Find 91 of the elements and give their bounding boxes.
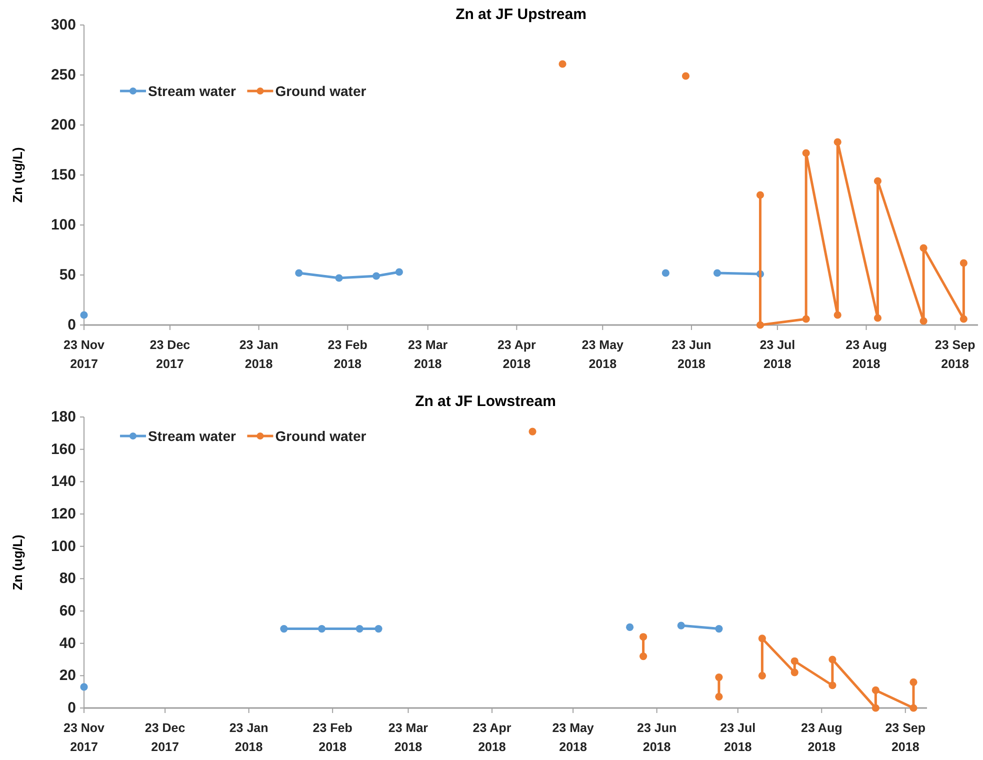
point <box>874 314 882 322</box>
point <box>80 311 88 319</box>
point <box>828 656 836 664</box>
point <box>790 668 798 676</box>
point <box>758 634 766 642</box>
point <box>920 244 928 252</box>
y-tick-label: 200 <box>50 116 76 134</box>
x-tick-label: 23 Nov 2017 <box>64 721 105 754</box>
x-tick-label: 23 Jan 2018 <box>239 338 278 371</box>
x-tick-label: 23 Dec 2017 <box>144 721 186 754</box>
y-tick-label: 120 <box>50 506 76 522</box>
point <box>558 60 566 68</box>
y-axis-title: Zn (ug/L) <box>10 147 25 203</box>
point <box>910 678 918 686</box>
point <box>662 269 670 277</box>
y-tick-label: 60 <box>59 602 76 620</box>
y-tick-label: 80 <box>59 570 76 588</box>
x-tick-label: 23 Sep 2018 <box>885 721 926 754</box>
point <box>758 672 766 680</box>
point <box>395 268 403 276</box>
point <box>318 624 326 633</box>
y-tick-label: 100 <box>50 216 76 234</box>
x-tick-label: 23 Aug 2018 <box>846 338 887 371</box>
point <box>715 692 723 700</box>
x-tick-label: 23 Aug 2018 <box>801 721 842 754</box>
y-tick-label: 250 <box>50 66 76 84</box>
x-tick-label: 23 Mar 2018 <box>408 338 448 371</box>
point <box>910 704 918 712</box>
point <box>640 652 648 660</box>
x-tick-label: 23 Dec 2017 <box>150 338 190 371</box>
y-tick-label: 0 <box>68 700 76 716</box>
point <box>874 177 882 185</box>
point <box>960 259 968 267</box>
chart-title: Zn at JF Lowstream <box>415 393 556 410</box>
point <box>295 269 303 277</box>
point <box>756 321 764 329</box>
point <box>715 673 723 682</box>
point <box>335 274 343 282</box>
y-tick-label: 0 <box>68 316 76 334</box>
point <box>372 272 380 280</box>
x-tick-label: 23 Feb 2018 <box>328 338 368 371</box>
y-tick-label: 20 <box>59 667 76 684</box>
point <box>790 657 798 665</box>
point <box>677 622 685 630</box>
x-tick-label: 23 May 2018 <box>552 721 594 754</box>
x-tick-label: 23 Jun 2018 <box>672 338 712 371</box>
point <box>756 191 764 199</box>
x-tick-label: 23 Mar 2018 <box>388 721 428 754</box>
y-tick-label: 100 <box>50 538 76 555</box>
point <box>80 683 88 691</box>
x-tick-label: 23 Jul 2018 <box>760 338 796 371</box>
point <box>374 624 382 633</box>
x-tick-label: 23 Jun 2018 <box>637 721 677 754</box>
point <box>802 149 810 157</box>
point <box>834 138 842 146</box>
point <box>713 269 722 277</box>
y-tick-label: 40 <box>59 634 76 652</box>
point <box>682 72 690 80</box>
point <box>920 317 928 325</box>
y-tick-label: 300 <box>50 16 76 34</box>
point <box>828 682 836 690</box>
legend-label: Stream water <box>148 82 236 99</box>
point <box>626 623 634 631</box>
y-tick-label: 150 <box>50 166 76 184</box>
point <box>872 704 880 712</box>
y-tick-label: 180 <box>50 408 76 426</box>
point <box>715 624 723 633</box>
x-tick-label: 23 Nov 2017 <box>64 338 105 371</box>
y-tick-label: 160 <box>50 440 76 458</box>
legend-label: Ground water <box>275 82 367 99</box>
y-tick-label: 140 <box>50 473 76 490</box>
x-tick-label: 23 Jul 2018 <box>720 721 756 754</box>
x-tick-label: 23 Jan 2018 <box>229 721 268 754</box>
point <box>280 624 288 633</box>
legend-label: Stream water <box>148 428 236 444</box>
point <box>356 624 364 633</box>
point <box>802 315 810 323</box>
point <box>960 315 968 323</box>
legend-label: Ground water <box>275 428 367 444</box>
x-tick-label: 23 Feb 2018 <box>312 721 353 754</box>
point <box>528 428 536 436</box>
x-tick-label: 23 Apr 2018 <box>497 338 536 371</box>
y-tick-label: 50 <box>59 266 76 284</box>
point <box>834 311 842 319</box>
x-tick-label: 23 Sep 2018 <box>934 338 976 371</box>
chart-title: Zn at JF Upstream <box>456 6 586 23</box>
y-axis-title: Zn (ug/L) <box>10 534 25 590</box>
point <box>872 686 880 694</box>
x-tick-label: 23 May 2018 <box>582 338 624 371</box>
point <box>640 633 648 641</box>
x-tick-label: 23 Apr 2018 <box>472 721 512 754</box>
